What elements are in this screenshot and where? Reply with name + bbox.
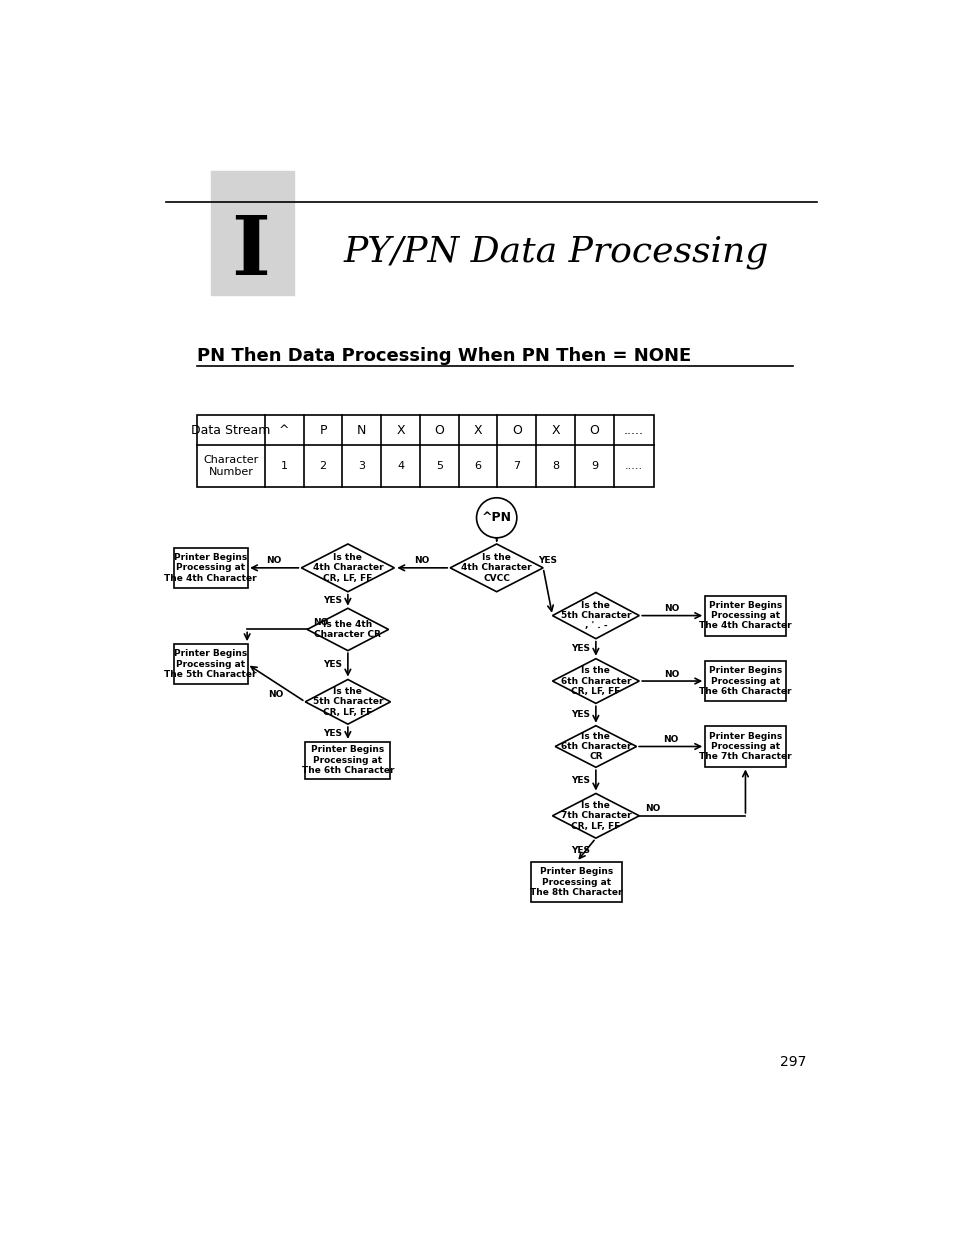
Text: X: X xyxy=(551,424,559,436)
Polygon shape xyxy=(450,543,542,592)
Text: 3: 3 xyxy=(358,461,365,471)
Text: Printer Begins
Processing at
The 8th Character: Printer Begins Processing at The 8th Cha… xyxy=(530,867,622,897)
Text: X: X xyxy=(395,424,404,436)
Text: 9: 9 xyxy=(590,461,598,471)
Text: Is the
7th Character
CR, LF, FF: Is the 7th Character CR, LF, FF xyxy=(560,800,631,831)
Text: 4: 4 xyxy=(396,461,404,471)
Text: 7: 7 xyxy=(513,461,519,471)
Text: NO: NO xyxy=(664,669,679,678)
Text: 8: 8 xyxy=(552,461,558,471)
Text: NO: NO xyxy=(664,604,679,613)
Text: Is the
6th Character
CR: Is the 6th Character CR xyxy=(560,731,631,762)
Text: 1: 1 xyxy=(280,461,288,471)
Text: ^: ^ xyxy=(279,424,290,436)
Text: Printer Begins
Processing at
The 7th Character: Printer Begins Processing at The 7th Cha… xyxy=(699,731,791,762)
Polygon shape xyxy=(555,726,636,767)
Text: YES: YES xyxy=(570,645,589,653)
Text: Is the
4th Character
CVCC: Is the 4th Character CVCC xyxy=(461,553,532,583)
Text: 6: 6 xyxy=(474,461,481,471)
Text: Is the
6th Character
CR, LF, FF: Is the 6th Character CR, LF, FF xyxy=(560,666,631,697)
Text: NO: NO xyxy=(415,557,430,566)
Text: NO: NO xyxy=(266,557,282,566)
Text: Printer Begins
Processing at
The 5th Character: Printer Begins Processing at The 5th Cha… xyxy=(164,650,256,679)
Bar xyxy=(704,595,785,636)
Text: O: O xyxy=(434,424,444,436)
Text: Is the
5th Character
, ' . -: Is the 5th Character , ' . - xyxy=(560,600,631,631)
Text: P: P xyxy=(319,424,327,436)
Text: Data Stream: Data Stream xyxy=(191,424,271,436)
Polygon shape xyxy=(301,543,394,592)
Polygon shape xyxy=(552,658,639,704)
Bar xyxy=(196,415,654,487)
Text: Is the 4th
Character CR: Is the 4th Character CR xyxy=(314,620,381,640)
Text: 5: 5 xyxy=(436,461,442,471)
Text: NO: NO xyxy=(268,690,284,699)
Text: I: I xyxy=(232,212,271,293)
Text: .....: ..... xyxy=(623,424,643,436)
Bar xyxy=(305,742,390,779)
Text: YES: YES xyxy=(322,595,341,605)
Text: YES: YES xyxy=(570,846,589,855)
Text: NO: NO xyxy=(662,735,678,743)
Text: Printer Begins
Processing at
The 6th Character: Printer Begins Processing at The 6th Cha… xyxy=(699,666,791,697)
Text: O: O xyxy=(589,424,598,436)
Text: 297: 297 xyxy=(780,1055,806,1070)
Text: YES: YES xyxy=(322,729,341,737)
Bar xyxy=(173,548,247,588)
Text: Is the
4th Character
CR, LF, FF: Is the 4th Character CR, LF, FF xyxy=(313,553,383,583)
Polygon shape xyxy=(305,679,390,724)
Text: YES: YES xyxy=(322,661,341,669)
Polygon shape xyxy=(307,609,388,651)
Text: NO: NO xyxy=(645,804,660,814)
Text: Character
Number: Character Number xyxy=(203,454,258,477)
Bar xyxy=(704,726,785,767)
Text: Printer Begins
Processing at
The 4th Character: Printer Begins Processing at The 4th Cha… xyxy=(164,553,256,583)
Bar xyxy=(704,661,785,701)
Text: ^PN: ^PN xyxy=(481,511,511,525)
Text: Is the
5th Character
CR, LF, FF: Is the 5th Character CR, LF, FF xyxy=(313,687,383,716)
Text: N: N xyxy=(356,424,366,436)
Text: YES: YES xyxy=(570,710,589,719)
Text: YES: YES xyxy=(537,557,557,566)
Bar xyxy=(211,172,294,294)
Text: .....: ..... xyxy=(624,461,642,471)
Circle shape xyxy=(476,498,517,537)
Bar xyxy=(173,645,247,684)
Text: 2: 2 xyxy=(319,461,326,471)
Text: Printer Begins
Processing at
The 6th Character: Printer Begins Processing at The 6th Cha… xyxy=(301,746,394,776)
Text: X: X xyxy=(474,424,482,436)
Text: O: O xyxy=(512,424,521,436)
Text: Printer Begins
Processing at
The 4th Character: Printer Begins Processing at The 4th Cha… xyxy=(699,600,791,631)
Text: NO: NO xyxy=(313,618,328,627)
Bar xyxy=(530,862,621,902)
Polygon shape xyxy=(552,793,639,839)
Text: YES: YES xyxy=(570,776,589,785)
Text: PY/PN Data Processing: PY/PN Data Processing xyxy=(344,235,768,269)
Text: PN Then Data Processing When PN Then = NONE: PN Then Data Processing When PN Then = N… xyxy=(196,347,690,366)
Polygon shape xyxy=(552,593,639,638)
